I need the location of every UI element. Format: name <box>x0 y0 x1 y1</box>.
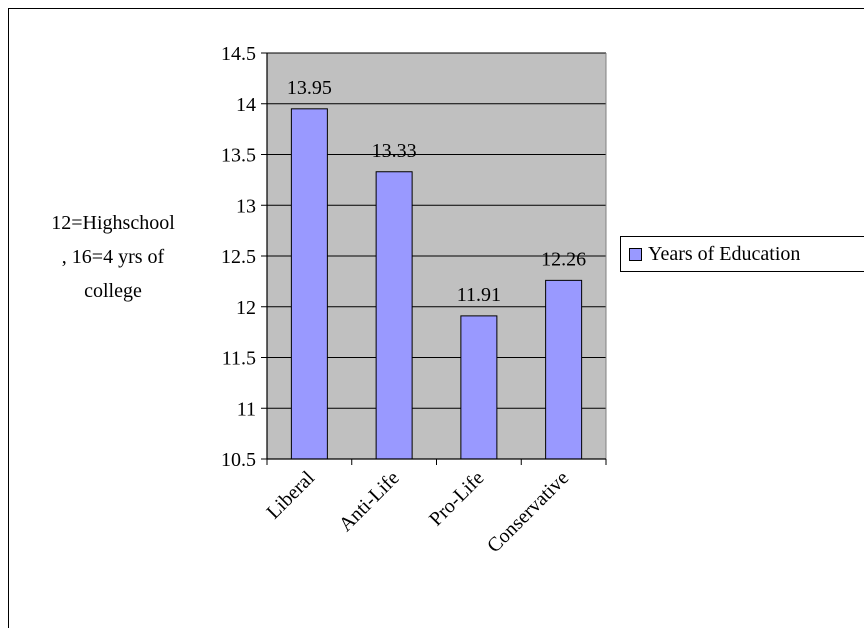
legend-swatch <box>629 247 642 261</box>
y-tick-label: 12.5 <box>221 246 256 268</box>
bar-pro-life <box>460 315 498 460</box>
y-axis-label: 12=Highschool , 16=4 yrs of college <box>51 212 175 302</box>
y-tick-label: 14 <box>236 94 256 116</box>
y-tick-label: 14.5 <box>221 43 256 65</box>
y-tick-labels: 10.5 11 11.5 12 12.5 13 13.5 14 14.5 <box>221 43 256 471</box>
x-tick-label: Pro-Life <box>425 467 489 531</box>
data-label: 13.95 <box>287 77 332 99</box>
y-tick-label: 11.5 <box>222 348 256 370</box>
x-tick-label: Anti-Life <box>335 467 404 536</box>
bar-liberal <box>290 108 328 460</box>
data-label: 13.33 <box>372 140 417 162</box>
y-tick-label: 12 <box>236 297 256 319</box>
chart-frame <box>8 8 864 628</box>
legend-label: Years of Education <box>648 242 801 265</box>
bar-anti-life <box>375 171 413 460</box>
x-tick-label: Conservative <box>483 467 573 557</box>
y-tick-label: 13.5 <box>221 145 256 167</box>
y-tick-label: 13 <box>236 195 256 217</box>
y-tick-label: 11 <box>237 398 256 420</box>
data-labels: 13.95 13.33 11.91 12.26 <box>287 77 586 306</box>
legend: Years of Education <box>620 236 864 272</box>
x-tick-label: Liberal <box>263 467 320 524</box>
axes <box>261 52 607 465</box>
y-tick-label: 10.5 <box>221 449 256 471</box>
data-label: 12.26 <box>541 248 586 270</box>
bars <box>290 108 583 460</box>
bar-conservative <box>545 279 583 460</box>
data-label: 11.91 <box>457 284 501 306</box>
